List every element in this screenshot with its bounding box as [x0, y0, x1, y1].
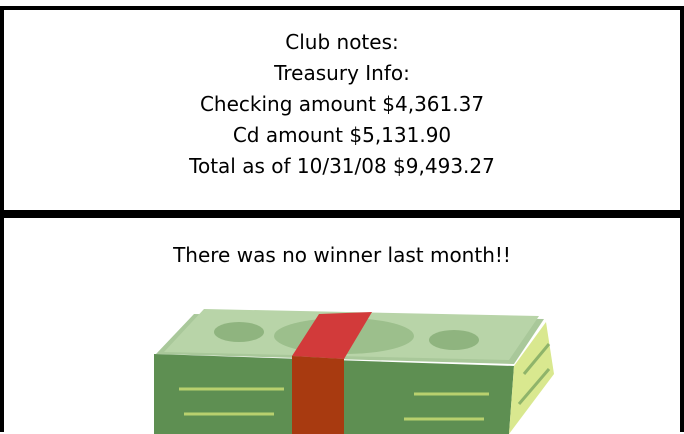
- note-line: Total as of 10/31/08 $9,493.27: [4, 151, 680, 182]
- note-line: Treasury Info:: [4, 58, 680, 89]
- announcement-box: There was no winner last month!!: [0, 214, 684, 432]
- notes-box: Club notes:Treasury Info:Checking amount…: [0, 6, 684, 214]
- page: {"notes": {"lines": ["Club notes:", "Tre…: [0, 0, 684, 432]
- note-line: Cd amount $5,131.90: [4, 120, 680, 151]
- money-stack-illustration: [144, 294, 554, 434]
- notes-lines: Club notes:Treasury Info:Checking amount…: [4, 10, 680, 182]
- note-line: Checking amount $4,361.37: [4, 89, 680, 120]
- note-line: Club notes:: [4, 27, 680, 58]
- announcement: There was no winner last month!!: [4, 218, 680, 271]
